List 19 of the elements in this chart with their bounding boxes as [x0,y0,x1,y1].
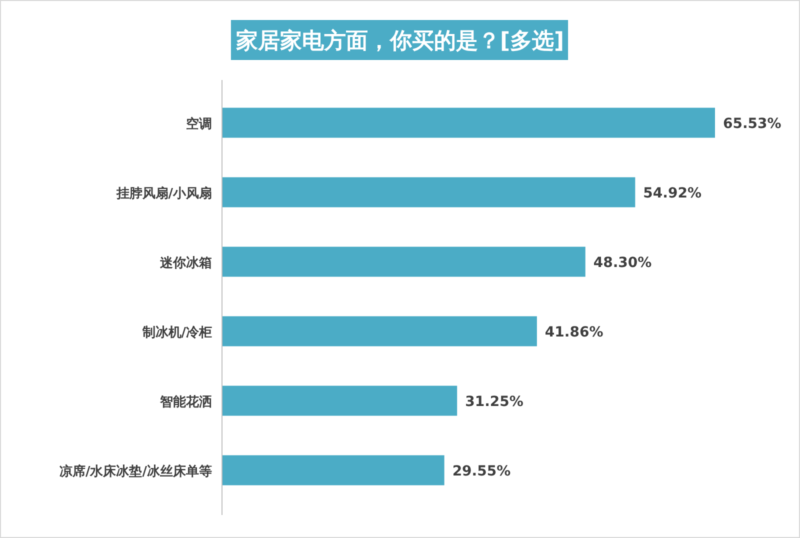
data-label: 65.53% [723,116,782,132]
y-tick-label: 挂脖风扇/小风扇 [115,185,212,202]
bar [222,316,537,346]
bar [222,108,715,138]
chart-title: 家居家电方面，你买的是？[多选] [234,28,564,54]
bar [222,246,586,277]
y-tick-label: 智能花洒 [159,394,212,410]
data-label: 54.92% [643,185,702,202]
data-label: 48.30% [593,254,652,271]
data-label: 31.25% [465,394,524,410]
data-label: 41.86% [544,324,604,340]
y-tick-label: 制冰机/冷柜 [141,324,212,340]
y-tick-label: 迷你冰箱 [159,254,212,271]
y-tick-label: 空调 [186,116,212,132]
bar [222,177,636,208]
data-label: 29.55% [452,463,511,480]
bar [222,455,444,486]
y-tick-label: 凉席/水床冰垫/冰丝床单等 [60,463,212,480]
bar [222,386,458,416]
